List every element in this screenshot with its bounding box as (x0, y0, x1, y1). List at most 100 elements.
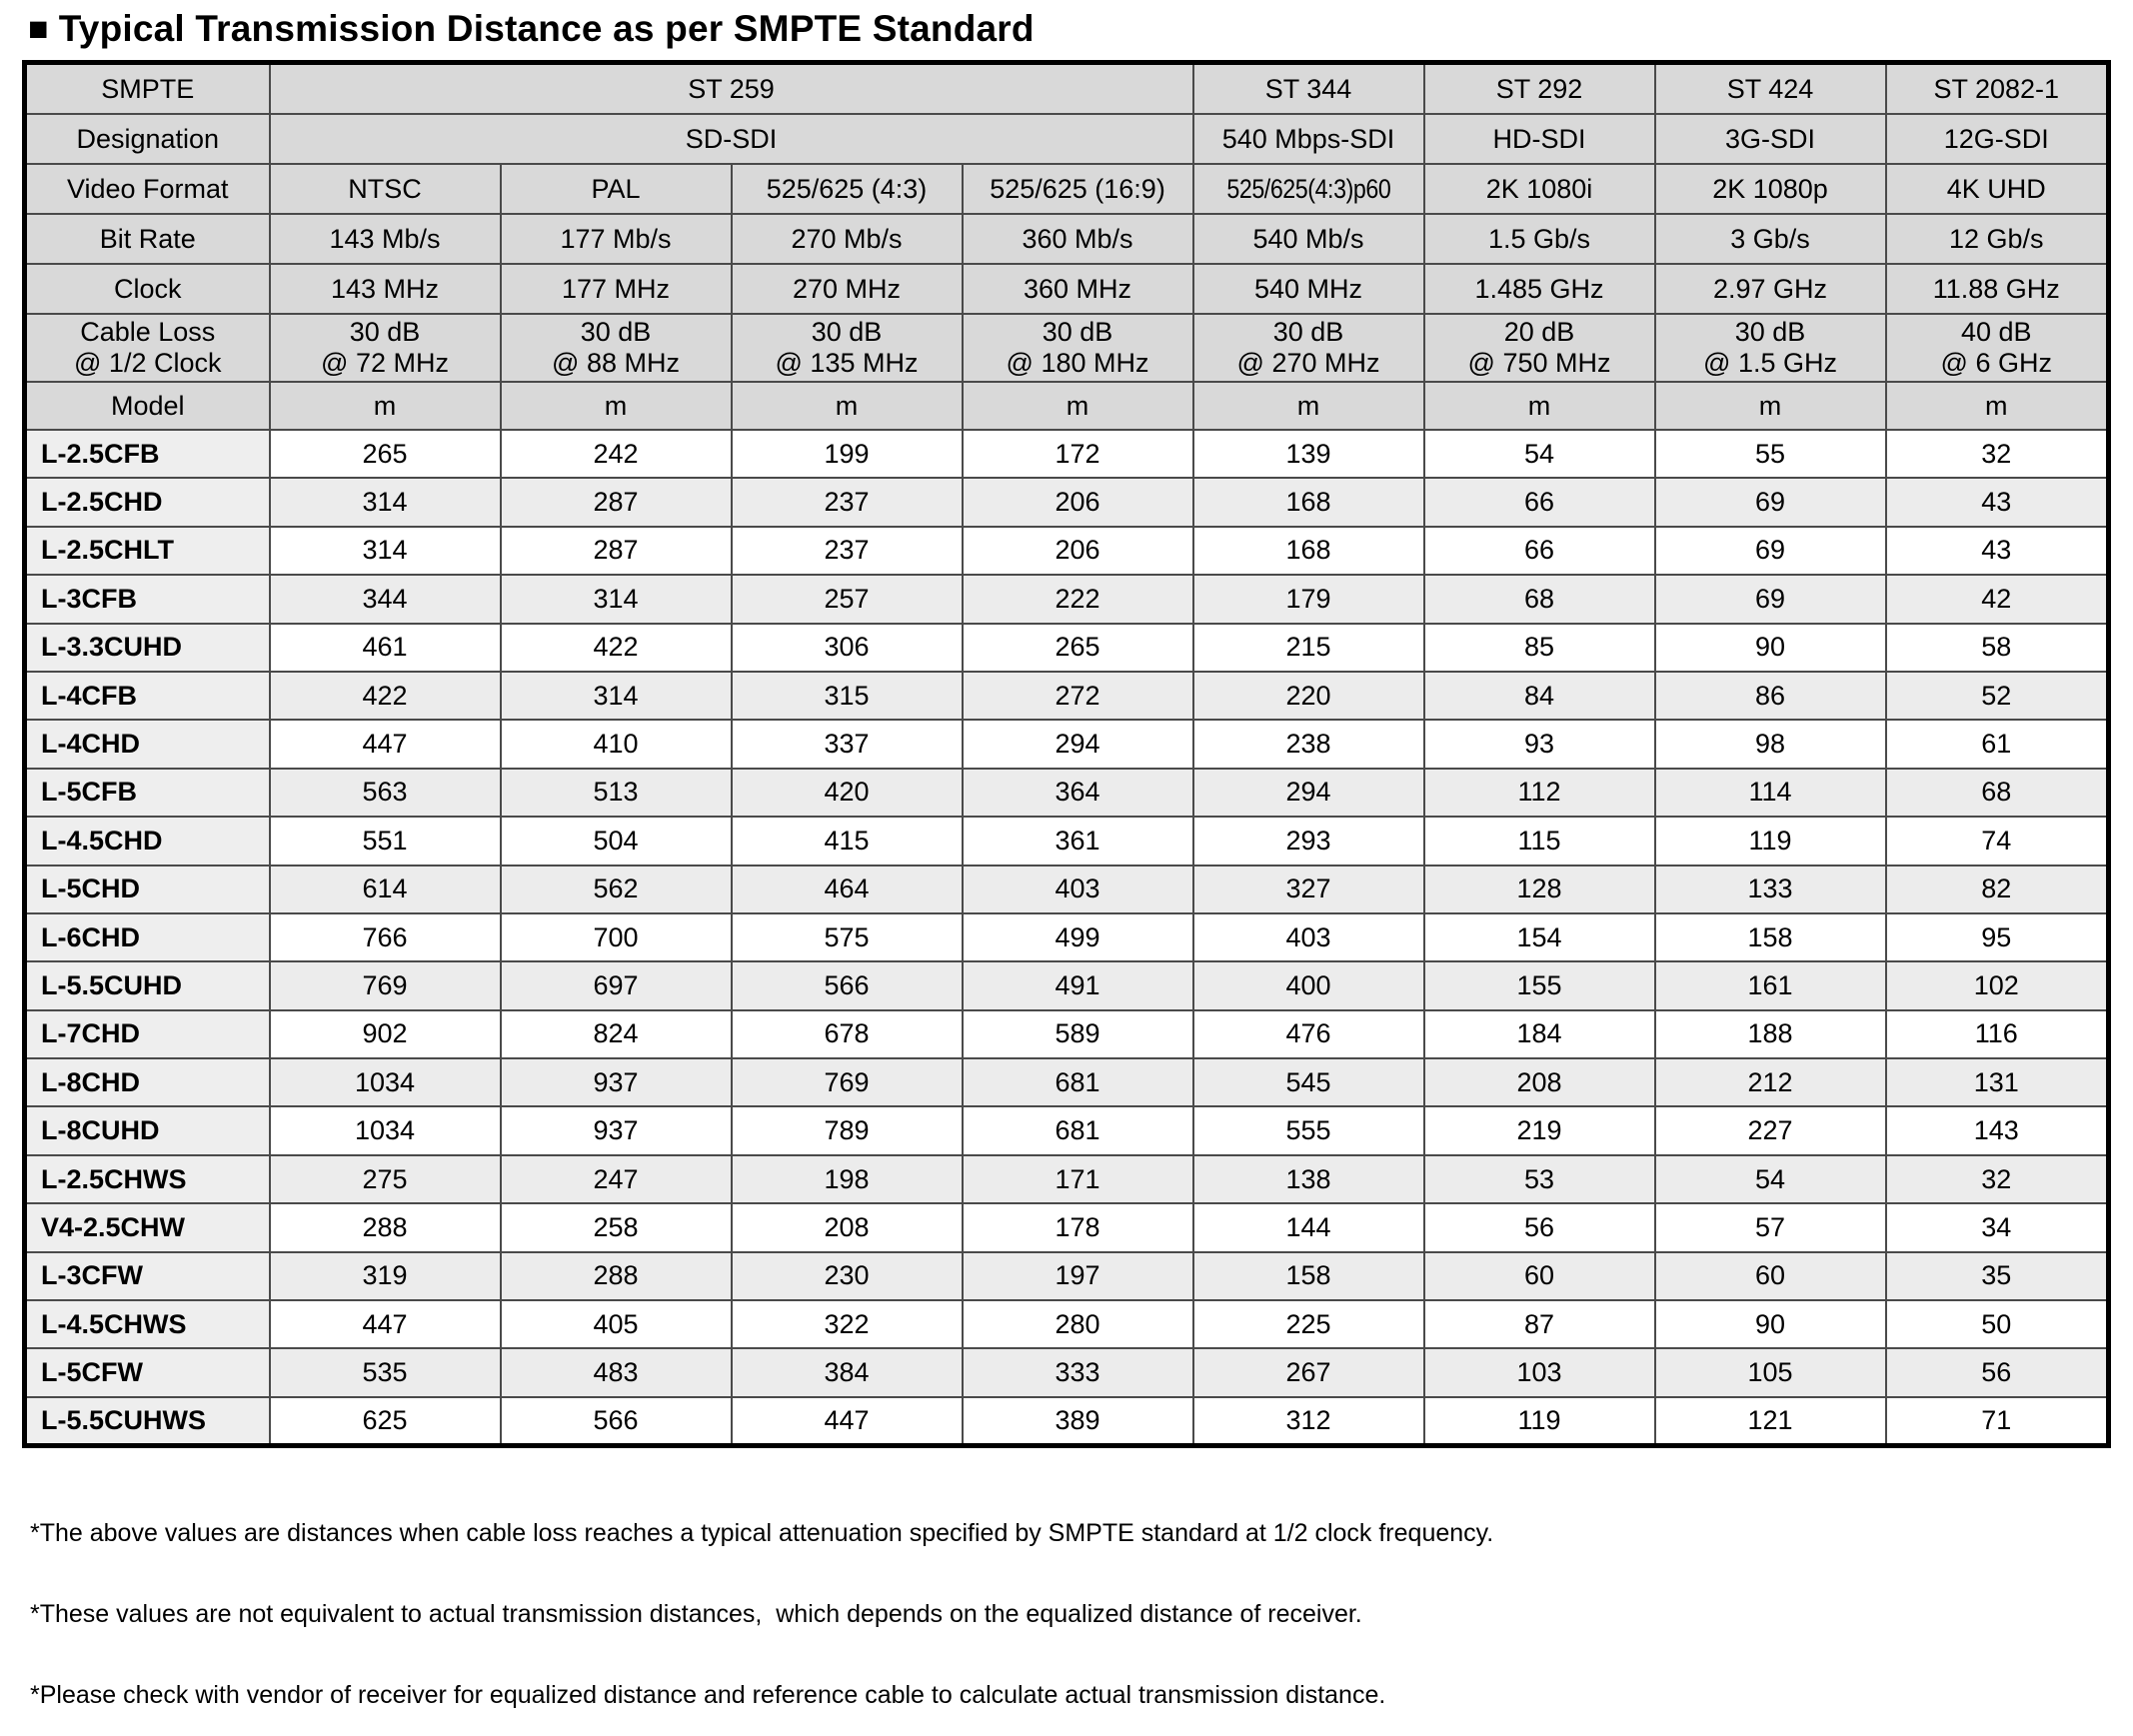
cable-loss-cell: 30 dB @ 88 MHz (499, 313, 733, 383)
model-cell: L-8CUHD (23, 1105, 271, 1156)
model-cell: L-5CFW (23, 1347, 271, 1398)
value-cell: 35 (1884, 1250, 2110, 1302)
value-cell: 206 (961, 525, 1194, 577)
cable-loss-db: 40 dB (1960, 317, 2032, 347)
model-cell: L-4CHD (23, 719, 271, 770)
value-cell: 769 (268, 960, 502, 1011)
value-cell: 287 (499, 525, 733, 577)
value-cell: 43 (1884, 477, 2110, 528)
value-cell: 258 (499, 1202, 733, 1253)
value-cell: 789 (730, 1105, 964, 1156)
cable-loss-label-line1: Cable Loss (80, 317, 216, 347)
table-row: L-6CHD 766 700 575 499 403 154 158 95 (23, 911, 2110, 963)
value-cell: 172 (961, 428, 1194, 480)
value-cell: 154 (1422, 911, 1656, 963)
video-format-condensed-text: 525/625(4:3)p60 (1226, 173, 1390, 204)
smpte-group-st259: ST 259 (268, 61, 1194, 115)
value-cell: 119 (1653, 816, 1887, 867)
cable-loss-freq: @ 6 GHz (1940, 348, 2052, 378)
value-cell: 247 (499, 1153, 733, 1205)
value-cell: 545 (1191, 1057, 1425, 1108)
value-cell: 115 (1422, 816, 1656, 867)
model-cell: L-3.3CUHD (23, 622, 271, 673)
cable-loss-freq: @ 180 MHz (1006, 348, 1149, 378)
value-cell: 112 (1422, 767, 1656, 819)
value-cell: 206 (961, 477, 1194, 528)
bit-rate-cell: 12 Gb/s (1884, 213, 2110, 265)
unit-cell: m (961, 381, 1194, 431)
value-cell: 215 (1191, 622, 1425, 673)
cable-loss-cell: 40 dB @ 6 GHz (1884, 313, 2110, 383)
unit-cell: m (1422, 381, 1656, 431)
unit-cell: m (1653, 381, 1887, 431)
value-cell: 199 (730, 428, 964, 480)
model-cell: L-5.5CUHWS (23, 1395, 271, 1447)
header-row-smpte: SMPTE ST 259 ST 344 ST 292 ST 424 ST 208… (23, 61, 2110, 115)
model-cell: L-5CHD (23, 864, 271, 914)
value-cell: 403 (1191, 911, 1425, 963)
value-cell: 237 (730, 525, 964, 577)
bit-rate-cell: 3 Gb/s (1653, 213, 1887, 265)
clock-cell: 540 MHz (1191, 263, 1425, 315)
value-cell: 681 (961, 1057, 1194, 1108)
value-cell: 288 (268, 1202, 502, 1253)
value-cell: 212 (1653, 1057, 1887, 1108)
value-cell: 461 (268, 622, 502, 673)
cable-loss-cell: 30 dB @ 270 MHz (1191, 313, 1425, 383)
value-cell: 267 (1191, 1347, 1425, 1398)
footnote-line: *Please check with vendor of receiver fo… (30, 1680, 1386, 1709)
bit-rate-cell: 360 Mb/s (961, 213, 1194, 265)
smpte-transmission-distance-table: SMPTE ST 259 ST 344 ST 292 ST 424 ST 208… (22, 60, 2111, 1448)
value-cell: 422 (499, 622, 733, 673)
value-cell: 420 (730, 767, 964, 819)
value-cell: 144 (1191, 1202, 1425, 1253)
value-cell: 54 (1653, 1153, 1887, 1205)
unit-cell: m (730, 381, 964, 431)
value-cell: 219 (1422, 1105, 1656, 1156)
value-cell: 54 (1422, 428, 1656, 480)
table-row: L-2.5CHWS 275 247 198 171 138 53 54 32 (23, 1153, 2110, 1205)
value-cell: 52 (1884, 670, 2110, 722)
value-cell: 95 (1884, 911, 2110, 963)
value-cell: 82 (1884, 864, 2110, 914)
value-cell: 227 (1653, 1105, 1887, 1156)
designation-12g-sdi: 12G-SDI (1884, 113, 2110, 165)
value-cell: 121 (1653, 1395, 1887, 1447)
table-row: L-5.5CUHWS 625 566 447 389 312 119 121 7… (23, 1395, 2110, 1447)
clock-cell: 11.88 GHz (1884, 263, 2110, 315)
footnote-line: *The above values are distances when cab… (30, 1518, 1494, 1547)
value-cell: 491 (961, 960, 1194, 1011)
value-cell: 361 (961, 816, 1194, 867)
value-cell: 403 (961, 864, 1194, 914)
value-cell: 535 (268, 1347, 502, 1398)
value-cell: 61 (1884, 719, 2110, 770)
value-cell: 242 (499, 428, 733, 480)
value-cell: 575 (730, 911, 964, 963)
value-cell: 257 (730, 574, 964, 625)
page-title-text: Typical Transmission Distance as per SMP… (58, 8, 1035, 49)
value-cell: 314 (268, 525, 502, 577)
value-cell: 589 (961, 1008, 1194, 1060)
row-label-cable-loss: Cable Loss @ 1/2 Clock (23, 313, 271, 383)
cable-loss-cell: 20 dB @ 750 MHz (1422, 313, 1656, 383)
video-format-cell: 2K 1080p (1653, 163, 1887, 215)
value-cell: 55 (1653, 428, 1887, 480)
value-cell: 102 (1884, 960, 2110, 1011)
value-cell: 314 (499, 574, 733, 625)
value-cell: 1034 (268, 1057, 502, 1108)
standard-cable-rows: L-2.5CFB 265 242 199 172 139 54 55 32 L-… (23, 428, 2110, 1156)
value-cell: 422 (268, 670, 502, 722)
table-row: L-8CHD 1034 937 769 681 545 208 212 131 (23, 1057, 2110, 1108)
cable-loss-db: 30 dB (580, 317, 652, 347)
table-row: L-4CFB 422 314 315 272 220 84 86 52 (23, 670, 2110, 722)
model-cell: L-2.5CFB (23, 428, 271, 480)
value-cell: 333 (961, 1347, 1194, 1398)
value-cell: 179 (1191, 574, 1425, 625)
value-cell: 405 (499, 1299, 733, 1350)
table-row: L-2.5CHD 314 287 237 206 168 66 69 43 (23, 477, 2110, 528)
smpte-group-st424: ST 424 (1653, 61, 1887, 115)
cable-loss-freq: @ 135 MHz (775, 348, 919, 378)
value-cell: 294 (961, 719, 1194, 770)
value-cell: 143 (1884, 1105, 2110, 1156)
value-cell: 337 (730, 719, 964, 770)
